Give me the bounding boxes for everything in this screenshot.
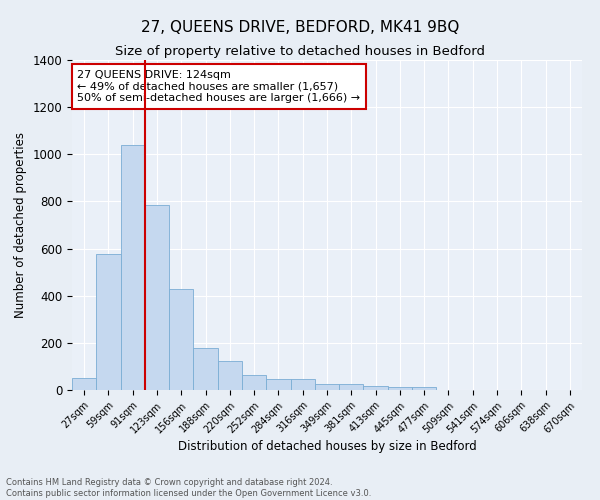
Bar bbox=[72, 378, 96, 390]
Bar bbox=[96, 254, 121, 390]
Bar bbox=[364, 386, 388, 390]
Bar bbox=[145, 205, 169, 390]
Bar bbox=[193, 348, 218, 390]
Bar bbox=[169, 288, 193, 390]
Text: Contains HM Land Registry data © Crown copyright and database right 2024.
Contai: Contains HM Land Registry data © Crown c… bbox=[6, 478, 371, 498]
Text: Size of property relative to detached houses in Bedford: Size of property relative to detached ho… bbox=[115, 45, 485, 58]
Bar bbox=[388, 387, 412, 390]
Bar bbox=[218, 360, 242, 390]
Bar bbox=[315, 384, 339, 390]
Bar bbox=[121, 145, 145, 390]
Y-axis label: Number of detached properties: Number of detached properties bbox=[14, 132, 27, 318]
Bar bbox=[339, 384, 364, 390]
Bar bbox=[266, 378, 290, 390]
Bar bbox=[412, 387, 436, 390]
Text: 27 QUEENS DRIVE: 124sqm
← 49% of detached houses are smaller (1,657)
50% of semi: 27 QUEENS DRIVE: 124sqm ← 49% of detache… bbox=[77, 70, 360, 103]
Bar bbox=[242, 374, 266, 390]
X-axis label: Distribution of detached houses by size in Bedford: Distribution of detached houses by size … bbox=[178, 440, 476, 454]
Text: 27, QUEENS DRIVE, BEDFORD, MK41 9BQ: 27, QUEENS DRIVE, BEDFORD, MK41 9BQ bbox=[141, 20, 459, 35]
Bar bbox=[290, 378, 315, 390]
